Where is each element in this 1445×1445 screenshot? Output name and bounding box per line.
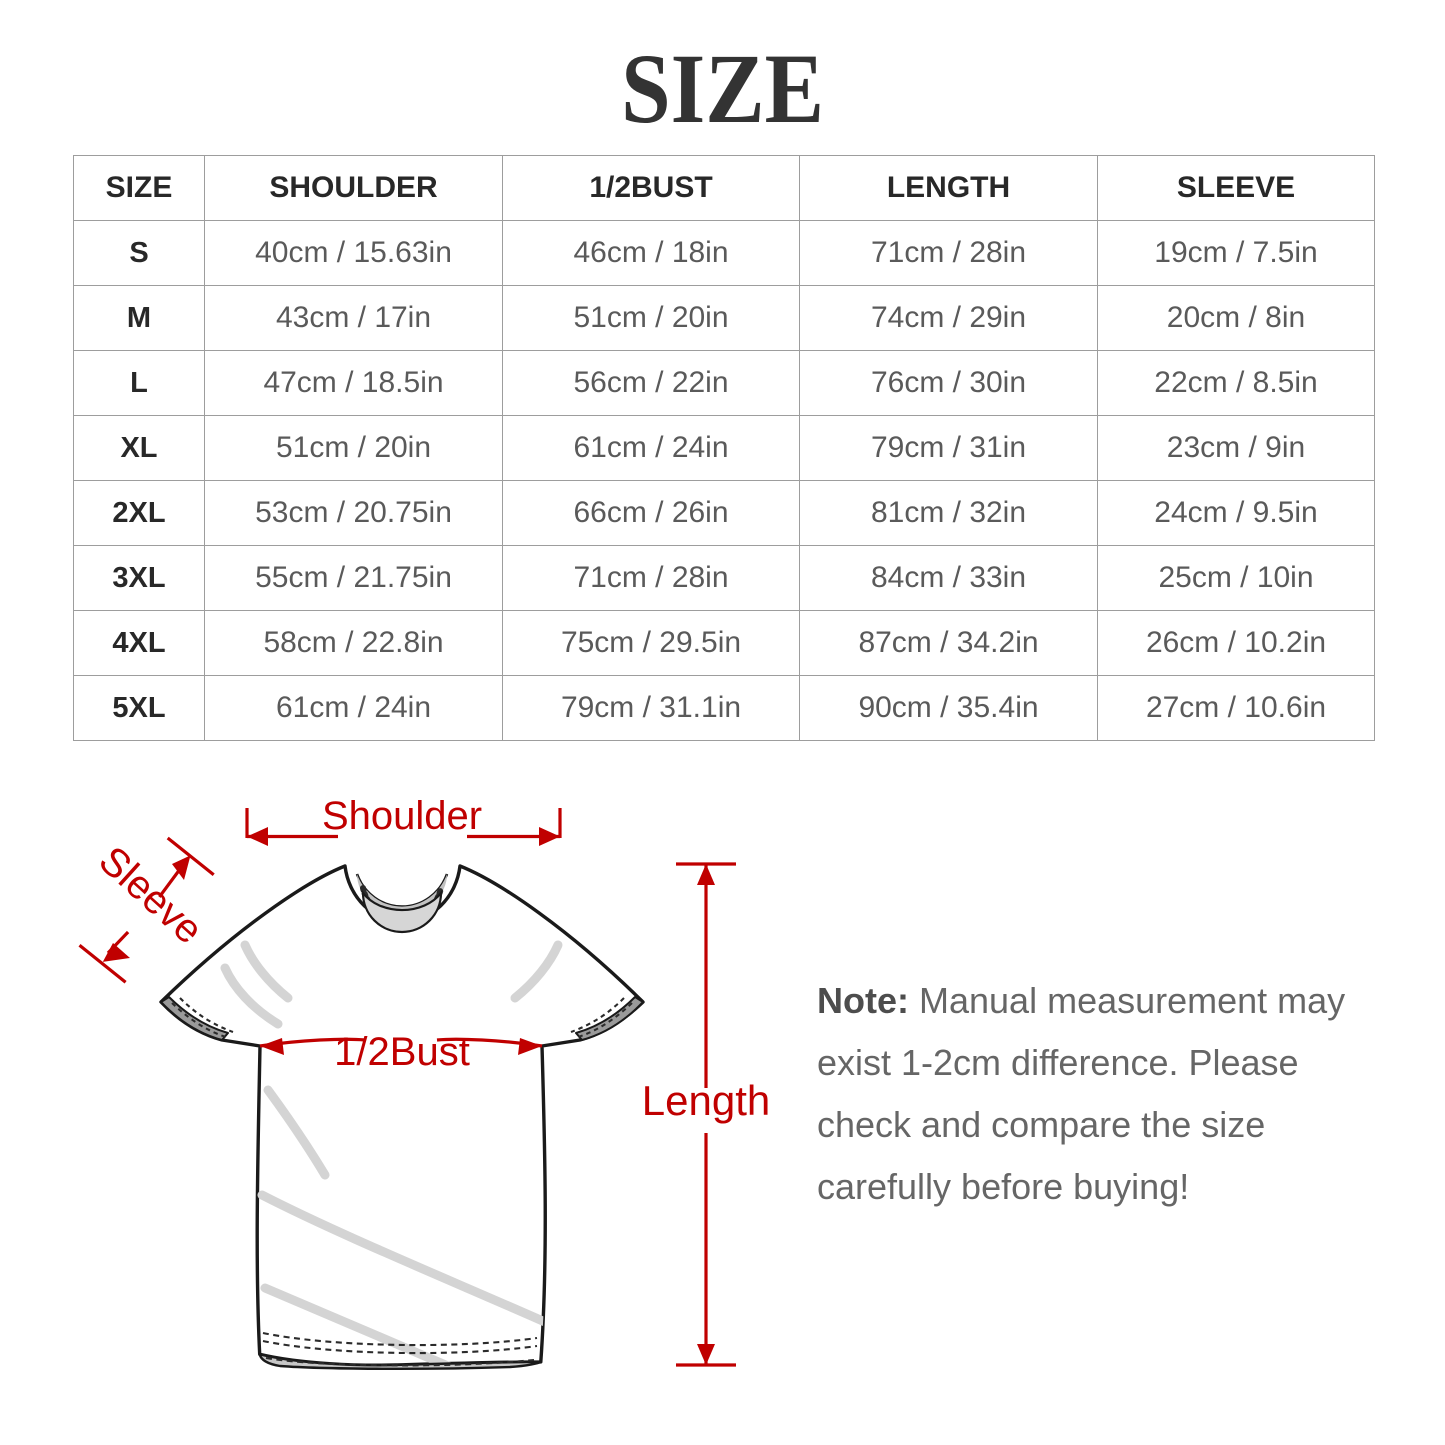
svg-text:1/2Bust: 1/2Bust: [334, 1030, 470, 1074]
svg-text:Sleeve: Sleeve: [91, 838, 211, 953]
svg-text:Shoulder: Shoulder: [322, 794, 482, 838]
svg-text:Length: Length: [642, 1077, 770, 1124]
